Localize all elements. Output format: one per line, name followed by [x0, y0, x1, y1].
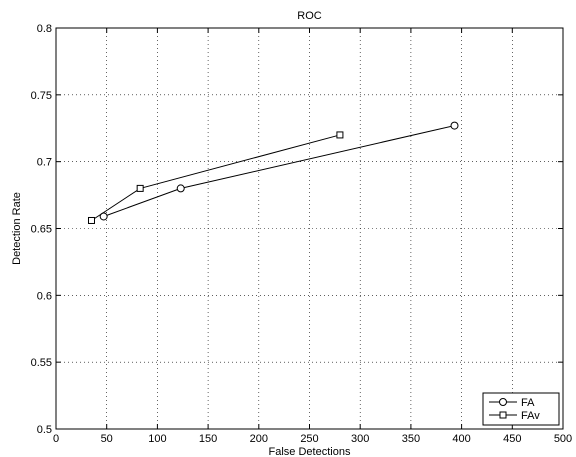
x-tick-label: 500 [554, 433, 572, 445]
series-line-fa [103, 125, 455, 217]
data-point-fav [87, 216, 95, 224]
series-group [87, 121, 459, 224]
x-tick-label: 450 [503, 433, 521, 445]
y-tick-label: 0.65 [31, 224, 52, 236]
data-point-fa [450, 121, 459, 130]
x-tick-label: 250 [300, 433, 318, 445]
x-tick-label: 300 [351, 433, 369, 445]
legend-box [482, 392, 560, 426]
legend-label: FA [521, 397, 535, 409]
y-axis-label: Detection Rate [11, 192, 23, 265]
legend-label: FAv [521, 410, 540, 422]
chart-title: ROC [297, 10, 322, 22]
legend-marker [499, 398, 507, 406]
axis-ticks: 0 50 100 150 200 250 300 350 400 450 500 0.5 0.55 0.6… [31, 23, 573, 445]
legend-marker [499, 411, 507, 419]
x-tick-label: 150 [199, 433, 217, 445]
x-tick-label: 100 [148, 433, 166, 445]
x-tick-label: 400 [452, 433, 470, 445]
x-tick-label: 350 [402, 433, 420, 445]
data-point-fa [176, 184, 185, 193]
y-tick-label: 0.5 [37, 424, 52, 436]
y-tick-label: 0.75 [31, 90, 52, 102]
x-axis-label: False Detections [269, 446, 351, 457]
grid [56, 28, 563, 429]
data-point-fav [336, 131, 344, 139]
x-tick-label: 0 [53, 433, 59, 445]
data-point-fav [136, 184, 144, 192]
y-tick-label: 0.55 [31, 357, 52, 369]
x-tick-label: 200 [250, 433, 268, 445]
y-tick-label: 0.8 [37, 23, 52, 35]
y-tick-label: 0.7 [37, 157, 52, 169]
x-tick-label: 50 [101, 433, 113, 445]
y-tick-label: 0.6 [37, 290, 52, 302]
